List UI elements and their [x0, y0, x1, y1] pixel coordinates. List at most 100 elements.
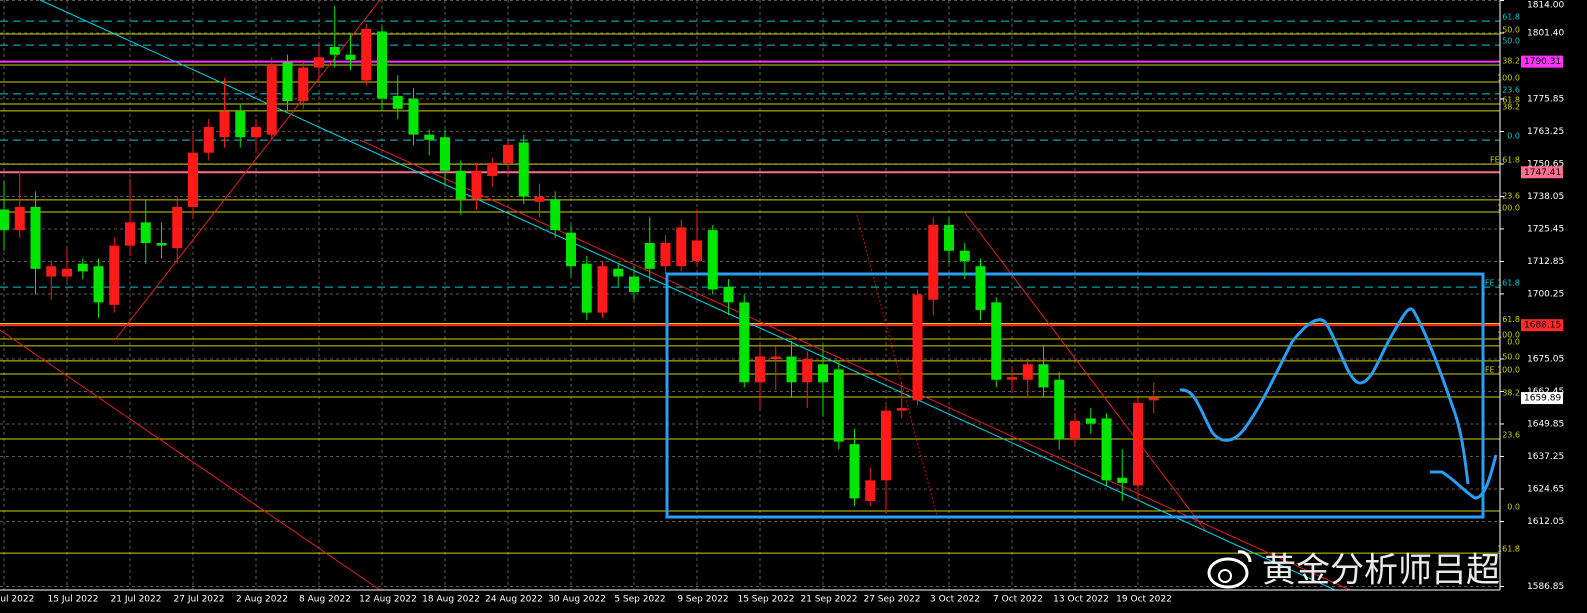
candle-body	[912, 294, 923, 401]
candle-body	[770, 356, 781, 360]
y-tick-label: 1700.25	[1527, 289, 1564, 299]
candle-body	[377, 31, 387, 99]
level-label: FE 161.8	[1485, 279, 1520, 288]
candle-body	[62, 268, 72, 277]
level-label: 0.0	[1507, 132, 1520, 141]
candle-body	[156, 243, 167, 246]
weibo-logo	[1218, 569, 1232, 583]
candle-body	[944, 224, 954, 251]
x-tick-label: 2 Aug 2022	[236, 595, 288, 605]
candle-body	[471, 170, 482, 200]
price-label-box	[1521, 319, 1563, 332]
trend-line	[39, 0, 1336, 591]
y-tick-label: 1814.00	[1527, 1, 1564, 11]
watermark-text: 黄金分析师吕超	[1262, 551, 1500, 591]
level-label: 100.0	[1497, 74, 1520, 83]
y-tick-label: 1750.65	[1527, 159, 1564, 169]
level-label: 61.8	[1502, 315, 1520, 324]
trend-line	[964, 212, 1206, 531]
candle-body	[818, 364, 828, 383]
x-tick-label: 5 Sep 2022	[614, 595, 665, 605]
candle-body	[566, 232, 576, 267]
watermark: 黄金分析师吕超	[1207, 550, 1500, 591]
candle-body	[802, 359, 813, 383]
candle-body	[629, 276, 639, 293]
x-tick-label: 12 Aug 2022	[359, 595, 417, 605]
candle-body	[1133, 402, 1143, 486]
drawings	[0, 0, 1498, 591]
level-label: 23.6	[1502, 431, 1520, 440]
forecast-path	[1179, 307, 1470, 485]
candle-body	[991, 302, 1002, 380]
candle-body	[235, 111, 246, 138]
x-tick-label: 15 Jul 2022	[48, 595, 99, 605]
candle-body	[424, 134, 435, 140]
price-label: 1790.31	[1524, 57, 1561, 67]
level-label: 23.6	[1502, 85, 1520, 94]
trend-line	[359, 139, 1351, 591]
candle-body	[440, 137, 450, 171]
weibo-logo	[1207, 557, 1249, 589]
candle-body	[282, 62, 293, 102]
candle-body	[676, 227, 687, 267]
level-label: FE 100.0	[1485, 366, 1520, 375]
candle-body	[1054, 379, 1065, 440]
candle-body	[361, 28, 372, 81]
level-label: 38.2	[1502, 389, 1520, 398]
x-tick-label: 3 Oct 2022	[930, 595, 980, 605]
level-label: 100.0	[1497, 204, 1520, 213]
candle-body	[298, 67, 309, 102]
level-label: 61.8	[1502, 13, 1520, 22]
level-label: 0.0	[1507, 337, 1520, 346]
x-tick-label: 27 Sep 2022	[863, 595, 920, 605]
forecast-path	[1430, 454, 1498, 500]
y-tick-label: 1725.45	[1527, 224, 1564, 234]
candle-body	[755, 356, 765, 383]
candle-layer	[0, 5, 1159, 514]
candle-body	[1007, 377, 1017, 380]
candle-body	[172, 206, 183, 249]
candle-body	[1117, 477, 1128, 483]
candle-body	[455, 170, 466, 200]
y-tick-label: 1624.65	[1527, 484, 1564, 494]
level-label: 23.6	[1502, 191, 1520, 200]
level-label: 50.0	[1502, 37, 1520, 46]
candle-body	[550, 199, 561, 231]
candle-body	[14, 206, 25, 231]
candle-body	[1022, 364, 1033, 380]
price-label-box	[1521, 392, 1563, 405]
price-label-box	[1521, 166, 1563, 179]
candle-body	[503, 144, 513, 164]
y-tick-label: 1637.25	[1527, 452, 1564, 462]
x-tick-label: 24 Aug 2022	[485, 595, 543, 605]
weibo-logo	[1237, 550, 1252, 563]
candle-body	[408, 98, 419, 135]
level-label: 100.0	[1497, 330, 1520, 339]
candle-body	[219, 111, 230, 138]
x-tick-label: 15 Sep 2022	[737, 595, 794, 605]
candle-body	[1038, 364, 1049, 388]
x-tick-label: Jul 2022	[0, 595, 34, 605]
candle-body	[833, 369, 844, 442]
candle-body	[849, 444, 860, 499]
highlight-box	[665, 272, 1485, 519]
candle-body	[881, 410, 891, 481]
candle-body	[77, 263, 88, 272]
candle-body	[0, 209, 9, 231]
y-tick-label: 1712.85	[1527, 257, 1564, 267]
candle-body	[188, 152, 198, 207]
candle-body	[109, 245, 120, 305]
candle-body	[581, 263, 592, 313]
x-tick-label: 19 Oct 2022	[1116, 595, 1172, 605]
candle-body	[203, 126, 214, 153]
candle-body	[707, 230, 718, 290]
candle-body	[30, 206, 41, 269]
candle-body	[896, 408, 907, 411]
level-label: FE 61.8	[1490, 156, 1520, 165]
price-label-box	[1521, 55, 1563, 68]
axis-layer: 1814.00 1801.40 1775.85 1763.25 1750.65 1738.…	[0, 0, 1564, 605]
y-tick-label: 1738.05	[1527, 192, 1564, 202]
candle-body	[140, 222, 151, 244]
